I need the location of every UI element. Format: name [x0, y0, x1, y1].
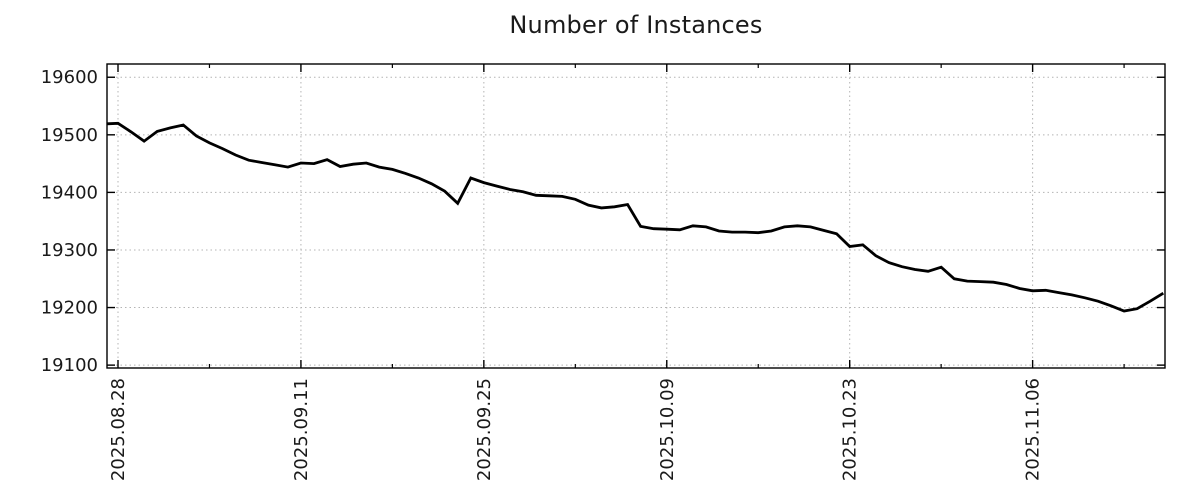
x-tick-label: 2025.09.25 [474, 378, 495, 481]
x-tick-label: 2025.10.23 [840, 378, 861, 481]
y-tick-label: 19100 [41, 355, 98, 376]
x-tick-label: 2025.11.06 [1023, 378, 1044, 481]
x-tick-label: 2025.08.28 [108, 378, 129, 481]
y-tick-label: 19200 [41, 298, 98, 319]
y-tick-label: 19300 [41, 240, 98, 261]
data-line [107, 121, 1165, 313]
x-tick-label: 2025.09.11 [291, 378, 312, 481]
y-tick-label: 19600 [41, 67, 98, 88]
y-tick-label: 19500 [41, 125, 98, 146]
y-tick-label: 19400 [41, 182, 98, 203]
x-tick-label: 2025.10.09 [657, 378, 678, 481]
chart-title: Number of Instances [509, 11, 763, 39]
chart-frame [106, 63, 1166, 369]
